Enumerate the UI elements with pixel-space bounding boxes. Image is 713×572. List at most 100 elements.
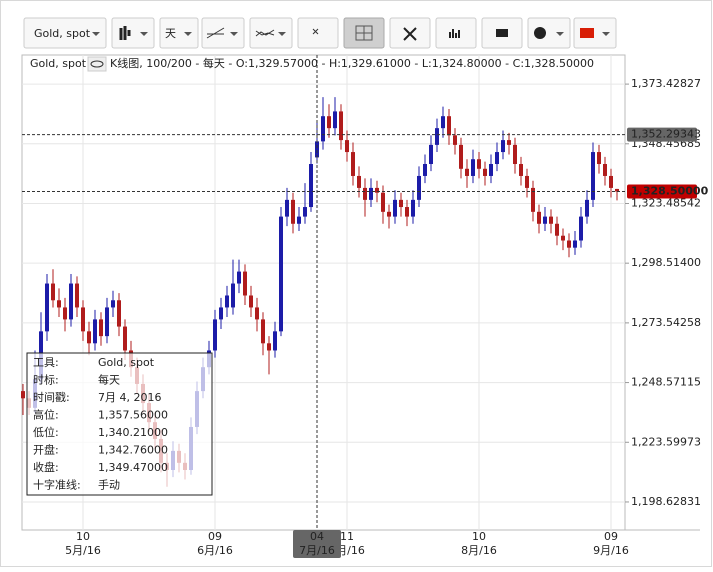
candle-body [459, 144, 463, 169]
header-info: K线图, 100/200 - 每天 - O:1,329.57000 - H:1,… [110, 56, 594, 70]
candle-body [579, 216, 583, 241]
candle-body [69, 283, 73, 320]
candle-body [417, 175, 421, 200]
candle-body [57, 300, 61, 308]
candle-body [345, 140, 349, 153]
candle-body [351, 152, 355, 176]
candle-body [615, 188, 619, 192]
info-label: 工具: [33, 356, 59, 369]
candle-body [81, 307, 85, 332]
candle-body [213, 319, 217, 351]
icon [206, 27, 225, 39]
candle-body [267, 343, 271, 351]
candle-body [387, 211, 391, 217]
candle-body [495, 152, 499, 165]
candle-body [363, 187, 367, 200]
x-tick-label: 09 [208, 530, 222, 543]
draw-button[interactable] [201, 17, 245, 49]
info-label: 时间戳: [33, 391, 70, 404]
info-value: 1,349.47000 [98, 461, 168, 474]
candle-body [393, 199, 397, 217]
candle-body [453, 135, 457, 145]
candle-body [555, 223, 559, 236]
candle-body [513, 144, 517, 165]
x-tick-label: 10 [472, 530, 486, 543]
y-tick-label: 1,373.42827 [631, 77, 701, 90]
x-tick-label: 09 [604, 530, 618, 543]
info-label: 开盘: [33, 443, 59, 457]
x-tick-label: 8月/16 [461, 544, 497, 557]
candle-body [441, 116, 445, 129]
info-value: Gold, spot [98, 356, 155, 369]
info-label: 十字准线: [33, 478, 81, 492]
eye-toggle[interactable] [87, 56, 107, 72]
period-label: 天 [165, 27, 176, 40]
x-tick-label: 6月/16 [197, 544, 233, 557]
info-label: 低位: [33, 425, 59, 439]
candle-body [285, 199, 289, 217]
info-label: 高位: [33, 408, 59, 422]
candle-body [309, 164, 313, 208]
icon [449, 29, 460, 38]
instrument-label: Gold, spot [34, 27, 91, 40]
y-tick-label: 1,273.54258 [631, 316, 701, 329]
candle-body [123, 326, 127, 351]
candle-body [423, 164, 427, 176]
crosshair-date-tag [293, 530, 341, 558]
candle-body [597, 152, 601, 165]
dropdown-arrow [230, 32, 238, 36]
candle-body [315, 141, 319, 158]
candle-body [591, 152, 595, 200]
candle-body [279, 216, 283, 332]
candle-body [255, 307, 259, 320]
crosshair-price-label: 1,352.29343 [631, 128, 701, 141]
candle-body [111, 300, 115, 308]
candle-body [297, 216, 301, 224]
info-value: 手动 [98, 478, 120, 492]
candle-body [105, 307, 109, 337]
icon [403, 27, 417, 41]
x-tick-label: 10 [76, 530, 90, 543]
indicator-button[interactable] [249, 17, 293, 49]
candle-body [249, 295, 253, 308]
candle-body [447, 116, 451, 136]
crosshair-day: 04 [310, 530, 324, 543]
candle-body [237, 271, 241, 284]
clear-button[interactable] [297, 17, 339, 49]
dropdown-arrow [556, 32, 564, 36]
candle-body [609, 175, 613, 188]
candle-body [369, 187, 373, 200]
candle-body [519, 164, 523, 176]
dropdown-arrow [602, 32, 610, 36]
candle-body [219, 307, 223, 320]
crosshair-month: 7月/16 [299, 544, 335, 557]
candle-body [261, 319, 265, 344]
candle-body [585, 199, 589, 217]
period-button[interactable] [159, 17, 199, 49]
candle-body [567, 240, 571, 248]
toolbar: Gold, spot 天 [23, 17, 617, 49]
last-price-label: 1,328.50000 [631, 184, 709, 197]
candle-body [303, 207, 307, 217]
candle-body [549, 216, 553, 224]
last-price-tag [627, 184, 697, 199]
candle-body [357, 175, 361, 188]
y-tick-label: 1,223.59973 [631, 435, 701, 448]
candle-body [45, 283, 49, 332]
candle-body [471, 159, 475, 176]
color-button[interactable] [527, 17, 571, 49]
candle-body [99, 319, 103, 337]
candle-body [429, 144, 433, 165]
instrument-button[interactable] [23, 17, 107, 49]
icon [312, 28, 319, 35]
candle-body [537, 211, 541, 224]
language-button[interactable] [573, 17, 617, 49]
candle-body [327, 116, 331, 129]
candle-body [543, 216, 547, 224]
candle-body [411, 199, 415, 217]
candle-body [225, 295, 229, 308]
dropdown-arrow [184, 32, 192, 36]
y-tick-label: 1,323.48542 [631, 196, 701, 209]
chart-type-button[interactable] [111, 17, 155, 49]
